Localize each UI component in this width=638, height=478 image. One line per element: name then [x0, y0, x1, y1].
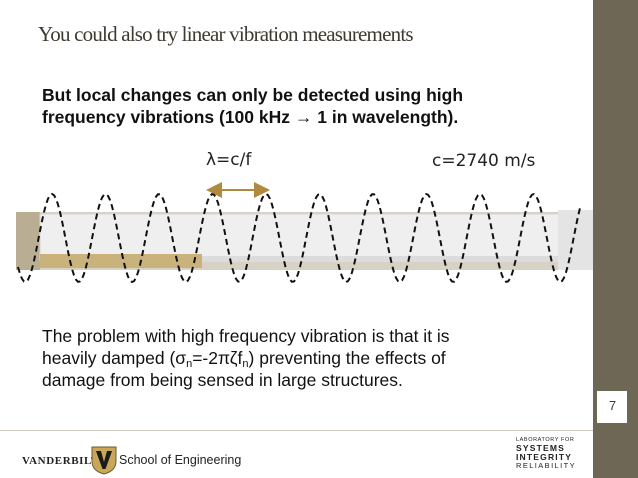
wavelength-formula: λ=c/f [206, 150, 252, 170]
sigma-subscript: n [186, 358, 193, 370]
sir-lab-logo: LABORATORY FOR SYSTEMS INTEGRITY RELIABI… [516, 437, 582, 475]
beam-vibration-figure [0, 170, 593, 330]
lead-line-2-end: 1 in wavelength). [312, 107, 459, 127]
body-paragraph: The problem with high frequency vibratio… [42, 325, 587, 391]
frequency-subscript: n [242, 358, 249, 370]
lead-line-2: frequency vibrations (100 kHz → 1 in wav… [42, 106, 582, 128]
lead-line-1: But local changes can only be detected u… [42, 85, 464, 105]
lead-statement: But local changes can only be detected u… [42, 84, 582, 128]
beam-shadow [40, 256, 588, 262]
beam-clamp [40, 254, 202, 268]
body-line-2-mid: =-2πζf [192, 348, 243, 368]
wave-speed-label: c=2740 m/s [432, 151, 536, 171]
lead-line-2-start: frequency vibrations (100 kHz [42, 107, 295, 127]
right-arrow-symbol: → [294, 107, 313, 127]
photo-right-edge [558, 210, 593, 270]
school-of-engineering-label: School of Engineering [119, 453, 242, 467]
lab-logo-line-1: LABORATORY FOR [516, 437, 575, 443]
page-number: 7 [608, 398, 617, 413]
lab-logo-line-3: INTEGRITY [516, 452, 573, 462]
vibration-wave [17, 192, 581, 284]
vanderbilt-v-shield-icon [91, 446, 117, 475]
lab-logo-line-2: SYSTEMS [516, 443, 566, 453]
body-line-2: heavily damped (σn=-2πζfn) preventing th… [42, 347, 587, 370]
body-line-3: damage from being sensed in large struct… [42, 370, 403, 390]
body-line-2-end: ) preventing the effects of [248, 348, 446, 368]
photo-left-edge [16, 212, 40, 270]
slide-title: You could also try linear vibration meas… [38, 22, 414, 46]
body-line-1: The problem with high frequency vibratio… [42, 326, 450, 346]
footer-divider [0, 430, 593, 431]
lab-logo-line-4: RELIABILITY [516, 461, 577, 470]
vanderbilt-wordmark: VANDERBILT [22, 455, 99, 467]
body-line-2-start: heavily damped (σ [42, 348, 187, 368]
beam-vibration-graphic [16, 182, 593, 284]
page-number-bracket [596, 391, 628, 423]
